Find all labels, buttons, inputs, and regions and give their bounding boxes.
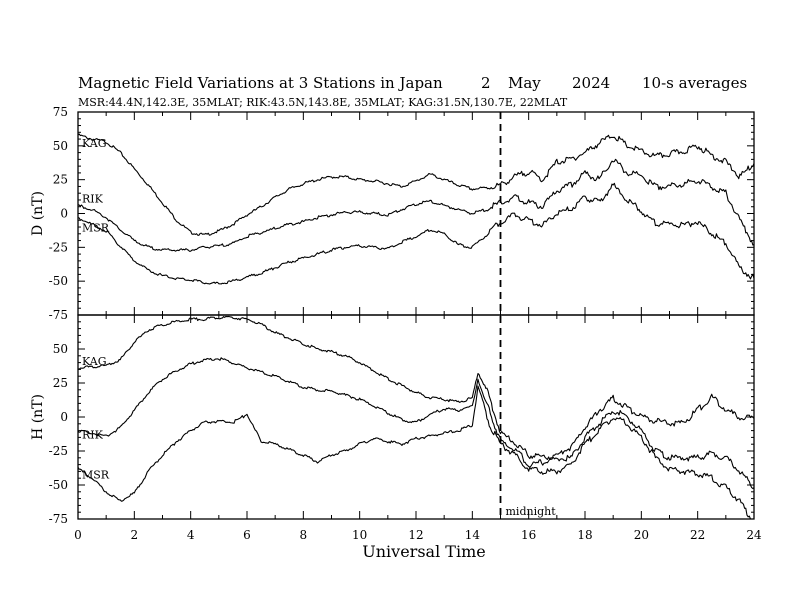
series-label-rik: RIK bbox=[82, 429, 104, 442]
panel-frame bbox=[77, 111, 755, 316]
y-axis-label: D (nT) bbox=[30, 191, 46, 236]
midnight-label: midnight bbox=[506, 505, 557, 518]
chart-title: Magnetic Field Variations at 3 Stations … bbox=[78, 74, 747, 92]
y-tick-label: -75 bbox=[49, 308, 68, 322]
y-tick-label: -50 bbox=[49, 274, 68, 288]
series-label-msr: MSR bbox=[82, 469, 110, 482]
y-tick-label: 50 bbox=[53, 139, 68, 153]
x-tick-label: 22 bbox=[690, 528, 705, 542]
y-tick-label: 0 bbox=[60, 410, 68, 424]
x-tick-label: 10 bbox=[352, 528, 367, 542]
x-axis: 0 2 4 6 8 10 12 14 16 18 20 22 24 bbox=[74, 112, 762, 542]
x-tick-label: 12 bbox=[408, 528, 423, 542]
chart-subtitle: MSR:44.4N,142.3E, 35MLAT; RIK:43.5N,143.… bbox=[78, 96, 568, 109]
series-label-rik: RIK bbox=[82, 192, 104, 205]
series-label-kag: KAG bbox=[82, 355, 107, 368]
series-line-msr bbox=[77, 385, 754, 520]
d-component-panel: -75 -50 -25 0 25 50 75 D (nT) KAG RIK MSR bbox=[30, 105, 755, 322]
chart-title-day: 2 bbox=[481, 74, 491, 92]
x-tick-label: 14 bbox=[465, 528, 481, 542]
series-line-rik bbox=[77, 158, 755, 252]
y-tick-label: 25 bbox=[53, 376, 68, 390]
x-tick-label: 6 bbox=[243, 528, 251, 542]
y-tick-label: 25 bbox=[53, 173, 68, 187]
chart-title-year: 2024 bbox=[572, 74, 610, 92]
x-tick-label: 24 bbox=[746, 528, 762, 542]
chart-title-month: May bbox=[508, 74, 541, 92]
series-label-kag: KAG bbox=[82, 137, 107, 150]
series-line-kag bbox=[77, 133, 755, 236]
x-tick-label: 8 bbox=[300, 528, 308, 542]
y-tick-label: 0 bbox=[60, 207, 68, 221]
series-line-rik bbox=[77, 357, 755, 490]
x-tick-label: 2 bbox=[131, 528, 139, 542]
series-line-msr bbox=[77, 182, 755, 285]
y-tick-label: 75 bbox=[53, 105, 68, 119]
panel-frame bbox=[77, 314, 755, 520]
series-label-msr: MSR bbox=[82, 222, 110, 235]
x-tick-label: 0 bbox=[74, 528, 82, 542]
x-tick-label: 4 bbox=[187, 528, 195, 542]
h-component-panel: -75 -50 -25 0 25 50 H (nT) KAG RIK MSR bbox=[30, 314, 755, 526]
chart-title-averaging: 10-s averages bbox=[642, 74, 747, 92]
y-tick-label: 50 bbox=[53, 342, 68, 356]
x-tick-label: 16 bbox=[521, 528, 536, 542]
x-tick-label: 20 bbox=[634, 528, 649, 542]
chart-title-main: Magnetic Field Variations at 3 Stations … bbox=[78, 74, 443, 92]
y-tick-label: -75 bbox=[49, 512, 68, 526]
y-axis-label: H (nT) bbox=[30, 394, 46, 440]
y-tick-label: -25 bbox=[49, 240, 68, 254]
x-tick-label: 18 bbox=[577, 528, 592, 542]
x-axis-label: Universal Time bbox=[362, 542, 485, 561]
y-tick-label: -25 bbox=[49, 444, 68, 458]
y-tick-label: -50 bbox=[49, 478, 68, 492]
